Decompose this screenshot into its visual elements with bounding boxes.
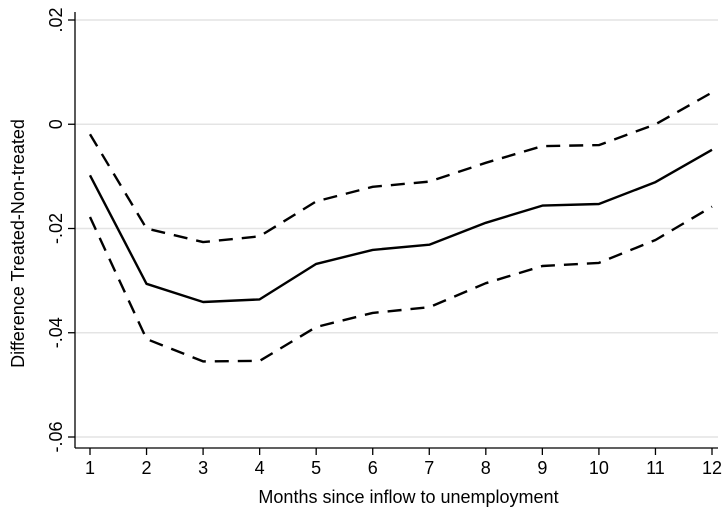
y-tick-label: 0: [46, 119, 66, 129]
grid-lines: [75, 19, 718, 438]
x-axis-label: Months since inflow to unemployment: [258, 487, 558, 507]
x-tick-label: 1: [85, 458, 95, 478]
y-tick-label: -.02: [46, 213, 66, 244]
x-tick-label: 7: [424, 458, 434, 478]
x-tick-label: 2: [142, 458, 152, 478]
y-tick-label: -.04: [46, 317, 66, 348]
x-tick-label: 4: [255, 458, 265, 478]
y-axis-label: Difference Treated-Non-treated: [8, 119, 28, 368]
estimate-line: [88, 148, 713, 304]
x-tick-label: 8: [481, 458, 491, 478]
x-tick-label: 9: [537, 458, 547, 478]
x-tick-label: 10: [589, 458, 609, 478]
x-tick-label: 12: [702, 458, 722, 478]
x-tick-label: 11: [646, 458, 665, 478]
y-tick-label: .02: [46, 7, 66, 32]
y-tick-label: -.06: [46, 421, 66, 452]
x-tick-label: 3: [198, 458, 208, 478]
x-tick-label: 6: [368, 458, 378, 478]
axes: .020-.02-.04-.061 2 3 4 5 6 7 8 9 10 11 12: [46, 7, 722, 478]
confidence-band-line-2: [88, 205, 713, 363]
series-lines: [88, 91, 713, 363]
x-tick-label: 5: [311, 458, 321, 478]
confidence-band-line-1: [88, 91, 713, 244]
